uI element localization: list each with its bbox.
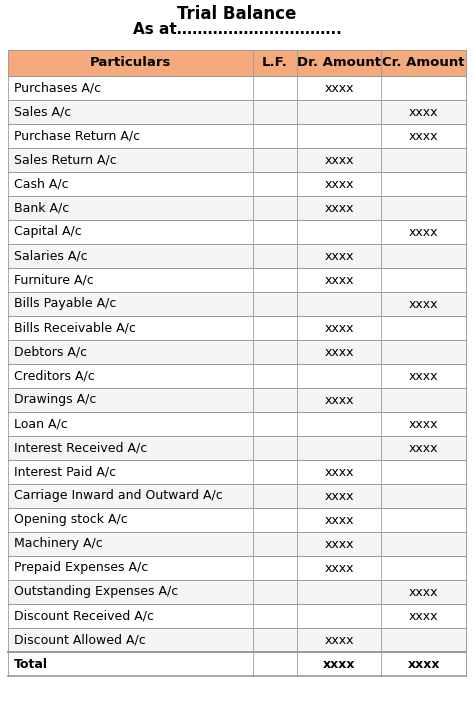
Bar — [8, 628, 466, 652]
Text: Discount Received A/c: Discount Received A/c — [14, 610, 154, 622]
Text: xxxx: xxxx — [324, 346, 354, 358]
Text: xxxx: xxxx — [324, 273, 354, 287]
Text: xxxx: xxxx — [324, 513, 354, 527]
Text: xxxx: xxxx — [409, 130, 438, 142]
Bar — [8, 532, 466, 556]
Text: Trial Balance: Trial Balance — [177, 5, 297, 23]
Text: xxxx: xxxx — [324, 489, 354, 503]
Text: xxxx: xxxx — [324, 177, 354, 191]
Text: L.F.: L.F. — [262, 56, 288, 70]
Text: Dr. Amount: Dr. Amount — [297, 56, 381, 70]
Text: Cr. Amount: Cr. Amount — [383, 56, 465, 70]
Text: xxxx: xxxx — [409, 106, 438, 118]
Bar — [8, 652, 466, 676]
Text: xxxx: xxxx — [324, 153, 354, 167]
Text: xxxx: xxxx — [324, 201, 354, 215]
Text: Machinery A/c: Machinery A/c — [14, 537, 103, 551]
Text: Drawings A/c: Drawings A/c — [14, 394, 96, 406]
Text: xxxx: xxxx — [409, 370, 438, 382]
Bar — [8, 220, 466, 244]
Text: Opening stock A/c: Opening stock A/c — [14, 513, 128, 527]
Text: xxxx: xxxx — [324, 537, 354, 551]
Text: xxxx: xxxx — [409, 586, 438, 598]
Text: Loan A/c: Loan A/c — [14, 417, 68, 431]
Text: Particulars: Particulars — [90, 56, 171, 70]
Text: Bills Payable A/c: Bills Payable A/c — [14, 298, 117, 310]
Text: Prepaid Expenses A/c: Prepaid Expenses A/c — [14, 562, 148, 574]
Bar — [8, 316, 466, 340]
Text: xxxx: xxxx — [409, 417, 438, 431]
Bar — [8, 412, 466, 436]
Text: Capital A/c: Capital A/c — [14, 225, 82, 239]
Bar — [8, 460, 466, 484]
Bar — [8, 484, 466, 508]
Bar — [8, 50, 466, 76]
Bar — [8, 388, 466, 412]
Bar — [8, 508, 466, 532]
Bar — [8, 148, 466, 172]
Text: Interest Received A/c: Interest Received A/c — [14, 441, 147, 455]
Text: Interest Paid A/c: Interest Paid A/c — [14, 465, 116, 479]
Bar — [8, 292, 466, 316]
Text: xxxx: xxxx — [323, 658, 355, 670]
Text: xxxx: xxxx — [409, 610, 438, 622]
Bar — [8, 340, 466, 364]
Text: Total: Total — [14, 658, 48, 670]
Bar — [8, 268, 466, 292]
Text: xxxx: xxxx — [409, 441, 438, 455]
Bar — [8, 172, 466, 196]
Text: xxxx: xxxx — [407, 658, 440, 670]
Bar — [8, 580, 466, 604]
Text: Furniture A/c: Furniture A/c — [14, 273, 94, 287]
Text: xxxx: xxxx — [409, 298, 438, 310]
Text: Debtors A/c: Debtors A/c — [14, 346, 87, 358]
Text: As at…………………………..: As at………………………….. — [133, 23, 341, 37]
Text: Carriage Inward and Outward A/c: Carriage Inward and Outward A/c — [14, 489, 223, 503]
Bar — [8, 124, 466, 148]
Text: Salaries A/c: Salaries A/c — [14, 249, 88, 263]
Text: xxxx: xxxx — [324, 562, 354, 574]
Text: Cash A/c: Cash A/c — [14, 177, 69, 191]
Text: xxxx: xxxx — [324, 394, 354, 406]
Bar — [8, 244, 466, 268]
Bar — [8, 196, 466, 220]
Text: xxxx: xxxx — [324, 82, 354, 94]
Text: Purchase Return A/c: Purchase Return A/c — [14, 130, 140, 142]
Text: Outstanding Expenses A/c: Outstanding Expenses A/c — [14, 586, 178, 598]
Text: Bills Receivable A/c: Bills Receivable A/c — [14, 322, 136, 334]
Text: xxxx: xxxx — [324, 634, 354, 646]
Bar — [8, 604, 466, 628]
Text: xxxx: xxxx — [409, 225, 438, 239]
Text: xxxx: xxxx — [324, 322, 354, 334]
Bar — [8, 76, 466, 100]
Bar — [8, 364, 466, 388]
Text: Purchases A/c: Purchases A/c — [14, 82, 101, 94]
Bar — [8, 436, 466, 460]
Bar — [8, 100, 466, 124]
Text: Sales A/c: Sales A/c — [14, 106, 71, 118]
Text: Bank A/c: Bank A/c — [14, 201, 69, 215]
Text: Discount Allowed A/c: Discount Allowed A/c — [14, 634, 146, 646]
Text: Sales Return A/c: Sales Return A/c — [14, 153, 117, 167]
Text: Creditors A/c: Creditors A/c — [14, 370, 95, 382]
Text: xxxx: xxxx — [324, 465, 354, 479]
Text: xxxx: xxxx — [324, 249, 354, 263]
Bar — [8, 556, 466, 580]
